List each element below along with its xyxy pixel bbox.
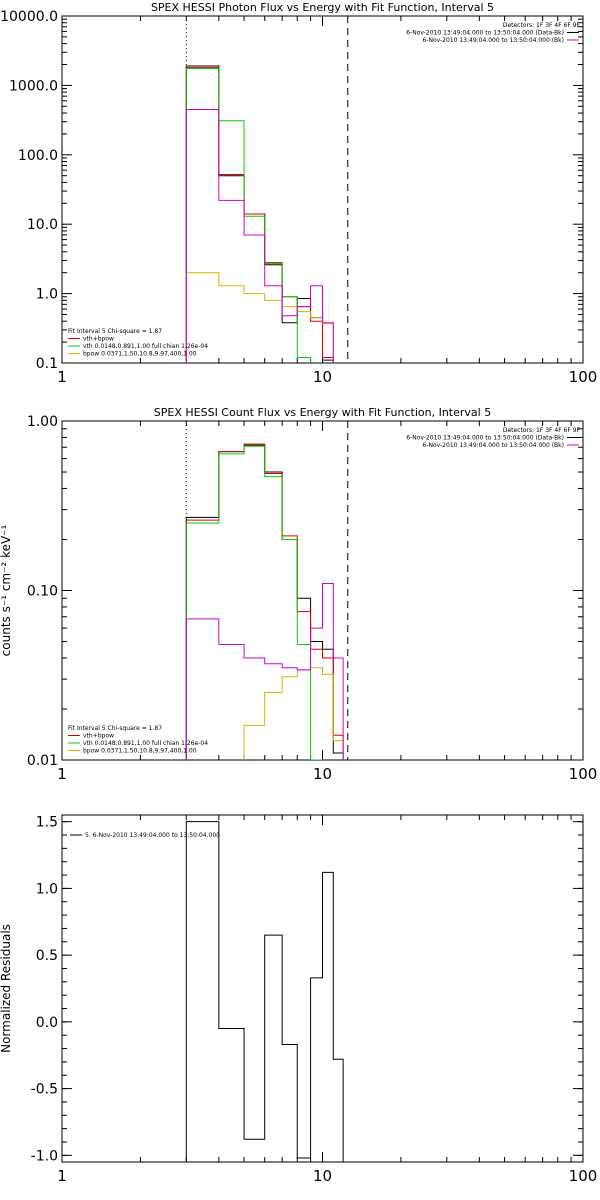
- panel-title: SPEX HESSI Count Flux vs Energy with Fit…: [154, 406, 491, 419]
- series-group: [185, 65, 334, 363]
- y-tick-label: 10000.0: [0, 9, 58, 25]
- legend-entry: 5. 6-Nov-2010 13:49:04.000 to 13:50:04.0…: [85, 832, 220, 839]
- y-axis-label: counts s⁻¹ cm⁻² keV⁻¹: [0, 524, 13, 656]
- y-tick-label: 0.5: [36, 948, 58, 964]
- y-tick-label: 10.0: [27, 217, 58, 233]
- y-tick-label: 1000.0: [9, 78, 58, 94]
- x-tick-label: 100: [569, 765, 598, 783]
- panel-2: SPEX HESSI Count Flux vs Energy with Fit…: [0, 406, 598, 783]
- x-tick-label: 1: [57, 368, 67, 386]
- series-bk-line: [185, 582, 344, 760]
- panel-title: SPEX HESSI Photon Flux vs Energy with Fi…: [151, 1, 494, 14]
- y-tick-label: 0.01: [27, 753, 58, 769]
- y-tick-label: 0.10: [27, 584, 58, 600]
- x-tick-label: 10: [313, 765, 332, 783]
- series-total-line: [185, 443, 344, 760]
- legend-entry: Fit Interval 5 Chi-square = 1.87: [68, 328, 162, 335]
- y-tick-label: 1.0: [36, 881, 58, 897]
- legend-entry: Detectors: 1F 3F 4F 6F 9F: [503, 427, 581, 434]
- series-residuals-line: [185, 821, 344, 1162]
- y-tick-label: 100.0: [18, 148, 58, 164]
- axes-frame: [61, 814, 584, 1163]
- y-tick-label: 1.00: [27, 414, 58, 430]
- legend-entry: vth+bpow: [83, 733, 114, 740]
- y-tick-label: 1.5: [36, 815, 58, 831]
- series-bpow-line: [185, 272, 334, 363]
- legend-entry: vth+bpow: [83, 336, 114, 343]
- series-group: [185, 443, 344, 760]
- x-tick-label: 1: [57, 1167, 67, 1185]
- y-tick-label: 0.0: [36, 1015, 58, 1031]
- panel-1: SPEX HESSI Photon Flux vs Energy with Fi…: [0, 1, 597, 386]
- panel-3: Normalized Residuals 1 10 100 -1.0 -0.5 0.0 0.5…: [0, 814, 598, 1185]
- x-tick-label: 100: [569, 1167, 598, 1185]
- legend-entry: bpow 0.0371,1.50,10.8,9.97,400,1.00: [83, 748, 197, 755]
- series-total-line: [185, 67, 334, 363]
- series-vth-line: [185, 68, 334, 363]
- legend-entry: 6-Nov-2010 13:49:04.000 to 13:50:04.000 …: [422, 442, 564, 449]
- legend-entry: bpow 0.0371,1.50,10.8,9.97,400,1.00: [83, 351, 197, 358]
- series-bpow-line: [185, 667, 344, 760]
- legend-entry: Detectors: 1F 3F 4F 6F 9F: [503, 22, 581, 29]
- series-group: [185, 821, 344, 1162]
- y-tick-label: -1.0: [31, 1148, 58, 1164]
- x-tick-label: 100: [569, 368, 598, 386]
- x-tick-label: 10: [313, 368, 332, 386]
- legend-entry: 6-Nov-2010 13:49:04.000 to 13:50:04.000 …: [406, 435, 564, 442]
- y-tick-label: -0.5: [31, 1082, 58, 1098]
- x-tick-label: 1: [57, 765, 67, 783]
- y-tick-label: 1.0: [36, 287, 58, 303]
- legend-entry: vth 0.0148,0.891,1.00 full chian 1.26e-0…: [83, 740, 208, 747]
- legend-entry: 6-Nov-2010 13:49:04.000 to 13:50:04.000 …: [406, 30, 564, 37]
- y-axis-label: Normalized Residuals: [0, 924, 13, 1053]
- series-vth-line: [185, 445, 344, 760]
- legend-entry: 6-Nov-2010 13:49:04.000 to 13:50:04.000 …: [422, 37, 564, 44]
- x-tick-label: 10: [313, 1167, 332, 1185]
- y-tick-label: 0.1: [36, 356, 58, 372]
- series-bk-line: [185, 108, 334, 363]
- legend-entry: Fit Interval 5 Chi-square = 1.87: [68, 725, 162, 732]
- legend-entry: vth 0.0148,0.891,1.00 full chian 1.26e-0…: [83, 343, 208, 350]
